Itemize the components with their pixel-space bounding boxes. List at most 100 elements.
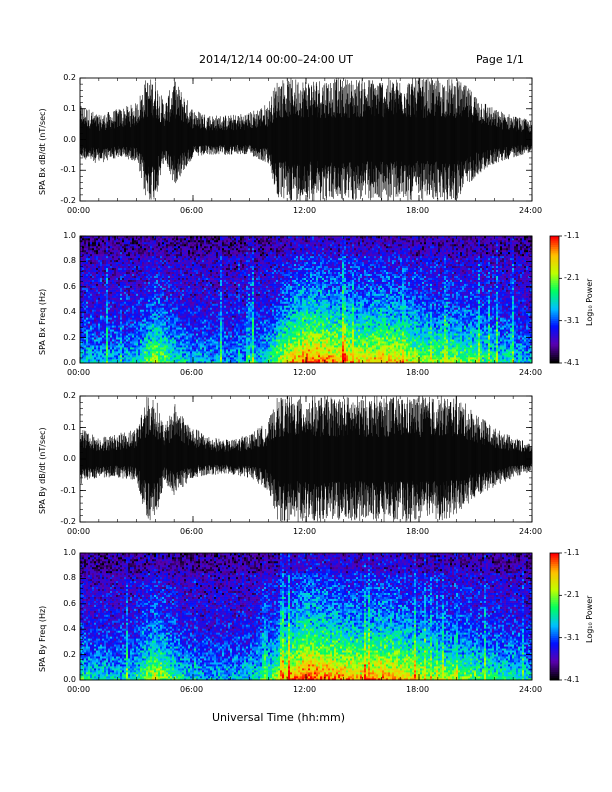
spectrogram-cell [82,313,84,315]
spectrogram-cell [88,341,90,343]
spectrogram-cell [82,303,84,305]
spectrogram-cell [86,307,88,309]
spectrogram-cell [90,256,92,258]
spectrogram-cell [110,242,112,244]
spectrogram-cell [110,331,112,333]
spectrogram-cell [100,339,102,341]
spectrogram-cell [96,319,98,321]
spectrogram-cell [108,254,110,256]
spectrogram-cell [92,357,94,359]
spectrogram-cell [88,254,90,256]
spectrogram-cell [94,272,96,274]
spectrogram-cell [90,238,92,240]
spectrogram-cell [110,248,112,250]
spectrogram-cell [102,284,104,286]
spectrogram-cell [94,280,96,282]
spectrogram-cell [94,274,96,276]
spectrogram-cell [90,329,92,331]
spectrogram-cell [88,349,90,351]
spectrogram-cell [114,303,116,305]
spectrogram-cell [96,238,98,240]
spectrogram-cell [102,290,104,292]
spectrogram-cell [108,327,110,329]
spectrogram-cell [100,305,102,307]
spectrogram-cell [108,292,110,294]
spectrogram-cell [82,355,84,357]
spectrogram-cell [104,353,106,355]
spectrogram-cell [82,317,84,319]
spectrogram-cell [84,290,86,292]
spectrogram-cell [110,319,112,321]
spectrogram-cell [82,333,84,335]
spectrogram-cell [110,246,112,248]
spectrogram-cell [98,276,100,278]
spectrogram-cell [114,240,116,242]
spectrogram-cell [84,288,86,290]
spectrogram-cell [90,323,92,325]
spectrogram-cell [112,238,114,240]
spectrogram-cell [114,260,116,262]
spectrogram-cell [88,317,90,319]
spectrogram-cell [112,313,114,315]
spectrogram-cell [92,296,94,298]
spectrogram-cell [106,311,108,313]
spectrogram-cell [86,242,88,244]
spectrogram-cell [96,303,98,305]
spectrogram-cell [104,274,106,276]
spectrogram-cell [90,305,92,307]
spectrogram-cell [110,357,112,359]
spectrogram-cell [100,286,102,288]
spectrogram-cell [84,262,86,264]
spectrogram-cell [102,242,104,244]
spectrogram-cell [104,268,106,270]
spectrogram-cell [116,357,118,359]
spectrogram-cell [92,292,94,294]
spectrogram-cell [88,240,90,242]
spectrogram-cell [102,341,104,343]
spectrogram-cell [112,288,114,290]
spectrogram-cell [108,260,110,262]
spectrogram-cell [86,246,88,248]
spectrogram-cell [82,254,84,256]
spectrogram-cell [110,317,112,319]
spectrogram-cell [106,252,108,254]
spectrogram-cell [84,303,86,305]
spectrogram-cell [90,290,92,292]
spectrogram-cell [100,319,102,321]
spectrogram-cell [98,319,100,321]
spectrogram-cell [86,329,88,331]
spectrogram-cell [106,258,108,260]
spectrogram-cell [86,274,88,276]
spectrogram-cell [102,268,104,270]
spectrogram-cell [100,248,102,250]
spectrogram-cell [112,248,114,250]
spectrogram-cell [112,331,114,333]
spectrogram-cell [106,268,108,270]
spectrogram-cell [96,301,98,303]
spectrogram-cell [98,268,100,270]
spectrogram-cell [116,323,118,325]
spectrogram-cell [110,329,112,331]
spectrogram-cell [110,351,112,353]
spectrogram-cell [92,341,94,343]
spectrogram-cell [88,266,90,268]
spectrogram-cell [98,272,100,274]
spectrogram-cell [98,309,100,311]
spectrogram-cell [112,276,114,278]
spectrogram-cell [114,357,116,359]
spectrogram-cell [90,300,92,302]
spectrogram-cell [100,298,102,300]
spectrogram-cell [96,266,98,268]
spectrogram-cell [98,246,100,248]
spectrogram-cell [116,296,118,298]
spectrogram-cell [108,256,110,258]
spectrogram-cell [86,244,88,246]
spectrogram-cell [102,278,104,280]
spectrogram-cell [100,280,102,282]
spectrogram-cell [100,260,102,262]
spectrogram-cell [106,305,108,307]
spectrogram-cell [94,343,96,345]
spectrogram-cell [104,254,106,256]
spectrogram-cell [82,272,84,274]
spectrogram-cell [106,250,108,252]
